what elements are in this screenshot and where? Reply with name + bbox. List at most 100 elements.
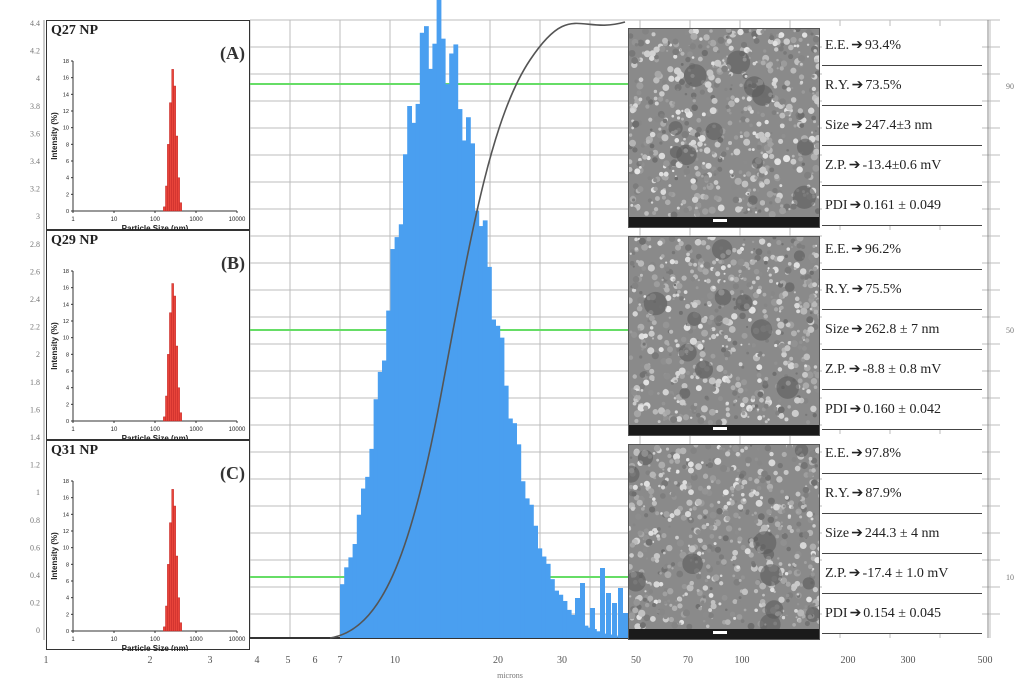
sem-particle [716, 50, 721, 54]
x-axis-label: microns [497, 671, 523, 680]
y-tick-label: 2.8 [30, 240, 40, 249]
sem-particle [810, 378, 818, 385]
sem-particle [753, 37, 760, 44]
sem-particle [749, 123, 753, 128]
sem-particle [700, 461, 704, 464]
panel-title: Q31 NP [51, 443, 99, 458]
distribution-bar [179, 622, 182, 632]
sem-particle [639, 273, 643, 277]
sem-particle [768, 279, 773, 284]
x-tick-label: 4 [255, 655, 260, 666]
sem-particle [711, 61, 715, 66]
properties-table-q31: E.E. ➔ 97.8% R.Y. ➔ 87.9% Size ➔ 244.3 ± 4 nm … [822, 434, 982, 634]
y-tick-label: 3.6 [30, 129, 40, 138]
sem-particle [778, 46, 784, 52]
y-tick-label: 18 [63, 479, 69, 485]
sem-particle [685, 40, 691, 46]
sem-particle [648, 55, 655, 61]
sem-particle [669, 459, 674, 464]
sem-particle [729, 290, 735, 295]
sem-particle [706, 564, 711, 569]
sem-particle [675, 469, 680, 474]
sem-particle [715, 271, 721, 277]
sem-particle [658, 171, 664, 177]
sem-particle [777, 321, 785, 329]
sem-particle [632, 120, 640, 128]
sem-particle [751, 404, 755, 408]
sem-particle [763, 260, 768, 265]
sem-particle [802, 382, 810, 389]
sem-particle [645, 96, 651, 101]
sem-particle [799, 583, 804, 587]
sem-particle [742, 396, 749, 404]
sem-particle [799, 537, 805, 543]
sem-particle [647, 264, 655, 272]
sem-particle [780, 577, 788, 585]
sem-particle [761, 470, 768, 478]
sem-particle [651, 32, 656, 37]
sem-particle [797, 619, 802, 623]
sem-particle [779, 112, 786, 119]
sem-particle [799, 80, 804, 84]
sem-particle [791, 457, 797, 463]
sem-image-q27 [628, 28, 820, 228]
sem-particle [697, 417, 705, 425]
sem-particle [631, 288, 637, 293]
sem-particle [709, 237, 716, 241]
sem-particle [764, 376, 769, 381]
sem-particle [746, 49, 749, 52]
sem-particle [773, 307, 779, 312]
sem-particle [726, 501, 731, 506]
x-tick-label: 10 [111, 637, 118, 643]
sem-particle [758, 272, 763, 276]
sem-particle [738, 527, 742, 531]
sem-particle [785, 593, 790, 598]
y-tick-label: 0 [66, 629, 69, 635]
sem-particle [760, 420, 766, 426]
sem-particle [638, 166, 642, 169]
sem-particle [781, 84, 787, 90]
histogram-bar [529, 504, 534, 638]
sem-particle [663, 372, 671, 380]
sem-particle [744, 446, 748, 450]
x-tick-label: 10 [111, 217, 118, 223]
sem-particle [756, 408, 760, 411]
sem-particle [717, 204, 725, 212]
sem-particle [766, 250, 772, 255]
sem-particle [777, 462, 783, 469]
sem-particle [741, 407, 747, 413]
sem-particle [708, 337, 712, 340]
sem-particle [776, 67, 779, 70]
panel-q31: Q31 NP (C) 0 2 4 6 8 10 12 14 16 18 1 10 100 1000 1000… [46, 440, 250, 651]
sem-particle [692, 86, 696, 90]
panel-title: Q29 NP [51, 233, 99, 248]
sem-particle [772, 237, 777, 240]
sem-particle [668, 316, 671, 319]
sem-particle [813, 49, 817, 53]
sem-particle [811, 74, 815, 78]
sem-particle [789, 528, 794, 534]
sem-particle [652, 451, 656, 455]
histogram-bar [361, 488, 366, 638]
sem-particle [740, 41, 748, 49]
sem-particle [765, 396, 771, 401]
sem-particle [810, 457, 818, 464]
sem-particle [799, 123, 805, 129]
sem-particle [802, 397, 809, 404]
histogram-bar [550, 579, 555, 638]
sem-particle [734, 32, 737, 36]
sem-particle [703, 147, 711, 154]
sem-pore [637, 450, 654, 466]
sem-particle [648, 117, 653, 122]
sem-particle [694, 132, 701, 138]
sem-particle [669, 329, 674, 334]
sem-particle [709, 107, 717, 115]
property-row: Size ➔ 247.4±3 nm [822, 106, 982, 146]
y-tick-label: 8 [66, 562, 69, 568]
sem-particle [784, 254, 789, 258]
sem-particle [642, 547, 648, 553]
arrow-icon: ➔ [849, 402, 862, 417]
sem-pore [794, 445, 809, 458]
y-tick-label: 4 [66, 176, 69, 182]
sem-particle [703, 194, 709, 200]
